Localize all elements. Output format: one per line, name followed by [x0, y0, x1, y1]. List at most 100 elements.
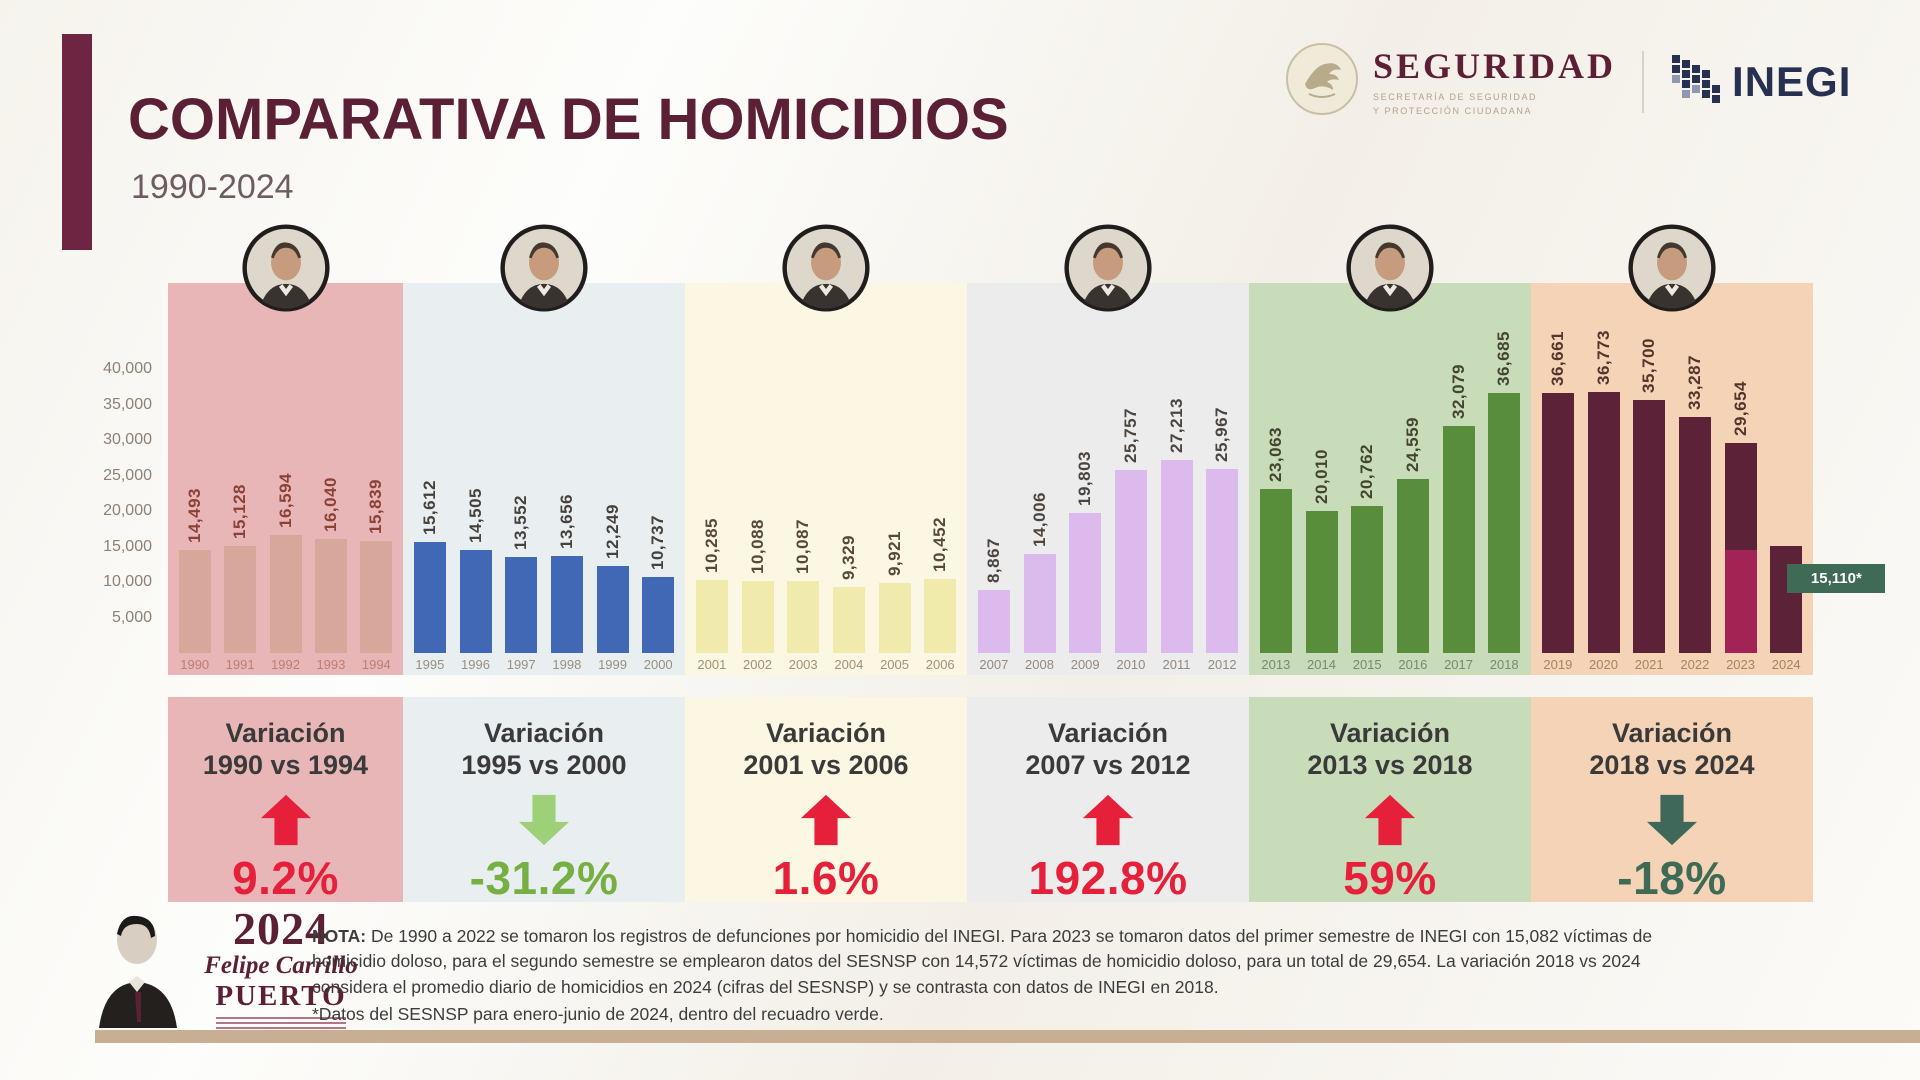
bar-2019	[1541, 393, 1574, 653]
y-tick-label: 35,000	[103, 395, 152, 413]
bar-2000	[642, 576, 675, 653]
bar-value-label-2004: 9,329	[838, 534, 858, 580]
president-photo-2013-2018	[1346, 224, 1434, 312]
president-photo-1995-2000	[500, 224, 588, 312]
variation-range: 2007 vs 2012	[1025, 750, 1191, 781]
variation-title: Variación	[1611, 718, 1733, 748]
brand-name: Felipe Carrillo	[204, 952, 358, 979]
year-label-2024: 2024	[1771, 656, 1801, 672]
bottom-strip	[95, 1030, 1920, 1043]
bar-1997	[505, 556, 538, 653]
year-label-2022: 2022	[1680, 656, 1710, 672]
y-tick-label: 10,000	[103, 573, 152, 591]
bar-cell-2000: 10,737	[635, 283, 681, 653]
bar-cell-1995: 15,612	[407, 283, 453, 653]
year-labels-2019-2024: 2019 2020 2021 2022 2023 2024	[1531, 653, 1813, 675]
bar-2008	[1023, 553, 1056, 653]
year-label-2018: 2018	[1489, 656, 1519, 672]
variation-title: Variación	[225, 718, 346, 748]
variation-percentage: 1.6%	[772, 852, 880, 905]
bar-value-label-2020: 36,773	[1593, 330, 1613, 386]
bar-2006	[924, 578, 957, 653]
bar-value-label-2013: 23,063	[1265, 427, 1285, 483]
year-label-2009: 2009	[1070, 656, 1100, 672]
panel-2019-2024: 36,661 36,773 35,700 33,287 29,654 15,110* 201…	[1531, 224, 1886, 675]
value-badge-2024: 15,110*	[1787, 564, 1886, 593]
eagle-emblem-icon	[1285, 42, 1359, 121]
bar-value-label-2002: 10,088	[747, 519, 767, 575]
y-axis: 40,000 35,000 30,000 25,000 20,000 15,000 10,0…	[86, 283, 158, 653]
bar-cell-1993: 16,040	[308, 283, 353, 653]
bar-cell-2018: 36,685	[1481, 283, 1527, 653]
bar-value-label-2023: 29,654	[1730, 380, 1750, 436]
bar-cell-2019: 36,661	[1535, 283, 1581, 653]
bar-2022	[1678, 416, 1711, 653]
arrow-up-icon	[1081, 793, 1135, 847]
panel-1990-1994: 14,493 15,128 16,594 16,040 15,839 1990 1991 19…	[168, 224, 403, 675]
bar-2001	[695, 580, 728, 653]
bar-cell-2004: 9,329	[826, 283, 872, 653]
y-tick-label: 40,000	[103, 360, 152, 378]
bar-1998	[550, 556, 583, 653]
president-photo-2001-2006	[782, 224, 870, 312]
bar-cell-2002: 10,088	[735, 283, 781, 653]
bar-cell-2017: 32,079	[1436, 283, 1482, 653]
variation-percentage: -18%	[1617, 852, 1727, 905]
chart-groups: 14,493 15,128 16,594 16,040 15,839 1990 1991 19…	[168, 224, 1886, 905]
page-subtitle: 1990-2024	[131, 168, 294, 206]
variation-percentage: 59%	[1343, 852, 1437, 905]
bar-value-label-2007: 8,867	[983, 538, 1003, 584]
bar-2009	[1069, 512, 1102, 653]
group-2001-2006: 10,285 10,088 10,087 9,329 9,921 10,452 2001 20…	[685, 224, 967, 905]
bars-2013-2018: 23,063 20,010 20,762 24,559 32,079 36,685	[1249, 283, 1531, 653]
bar-cell-2014: 20,010	[1299, 283, 1345, 653]
variation-box-2019-2024: Variación 2018 vs 2024 -18%	[1531, 697, 1813, 905]
variation-title: Variación	[765, 718, 887, 748]
panel-1995-2000: 15,612 14,505 13,552 13,656 12,249 10,737 1995…	[403, 224, 685, 675]
year-label-2010: 2010	[1116, 656, 1146, 672]
bar-2015	[1351, 505, 1384, 653]
group-1990-1994: 14,493 15,128 16,594 16,040 15,839 1990 1991 19…	[168, 224, 403, 904]
seguridad-wordmark: SEGURIDAD	[1373, 46, 1617, 86]
bar-value-label-2000: 10,737	[648, 514, 668, 570]
bar-2017	[1442, 425, 1475, 653]
bar-value-label-1997: 13,552	[511, 494, 531, 550]
year-label-2008: 2008	[1025, 656, 1054, 672]
bar-value-label-2014: 20,010	[1311, 449, 1331, 505]
bar-cell-2015: 20,762	[1344, 283, 1390, 653]
year-label-2007: 2007	[979, 656, 1009, 672]
seguridad-logo: SEGURIDAD SECRETARÍA DE SEGURIDAD Y PROT…	[1285, 42, 1616, 121]
year-label-2004: 2004	[834, 656, 864, 672]
bar-value-label-2017: 32,079	[1448, 363, 1468, 419]
year-label-2013: 2013	[1261, 656, 1291, 672]
bar-1991	[224, 545, 257, 653]
bar-1990	[178, 550, 211, 653]
year-label-2006: 2006	[925, 656, 955, 672]
bar-value-label-1992: 16,594	[275, 473, 295, 529]
bar-cell-2013: 23,063	[1253, 283, 1299, 653]
y-tick-label: 30,000	[103, 431, 152, 449]
bar-2018	[1488, 392, 1521, 653]
bar-cell-2012: 25,967	[1199, 283, 1245, 653]
variation-box-2013-2018: Variación 2013 vs 2018 59%	[1249, 697, 1531, 905]
y-tick-label: 15,000	[103, 537, 152, 555]
brand-puerto: PUERTO	[215, 979, 347, 1012]
y-tick-label: 25,000	[103, 466, 152, 484]
bar-cell-2001: 10,285	[689, 283, 735, 653]
group-2007-2012: 8,867 14,006 19,803 25,757 27,213 25,967 2007 2…	[967, 224, 1249, 905]
bar-value-label-1998: 13,656	[556, 494, 576, 550]
bar-value-label-2005: 9,921	[884, 530, 904, 576]
year-label-2021: 2021	[1634, 656, 1664, 672]
bar-1996	[459, 550, 492, 653]
left-accent-bar	[62, 34, 92, 250]
arrow-down-icon	[1645, 793, 1699, 847]
year-labels-2001-2006: 2001 2002 2003 2004 2005 2006	[685, 653, 967, 675]
arrow-down-icon	[517, 793, 571, 847]
bar-value-label-2006: 10,452	[930, 516, 950, 572]
year-label-2011: 2011	[1162, 656, 1191, 672]
bar-value-label-1995: 15,612	[419, 480, 439, 536]
variation-percentage: 192.8%	[1028, 852, 1188, 905]
bar-value-label-2021: 35,700	[1639, 337, 1659, 393]
year-label-2015: 2015	[1352, 656, 1382, 672]
